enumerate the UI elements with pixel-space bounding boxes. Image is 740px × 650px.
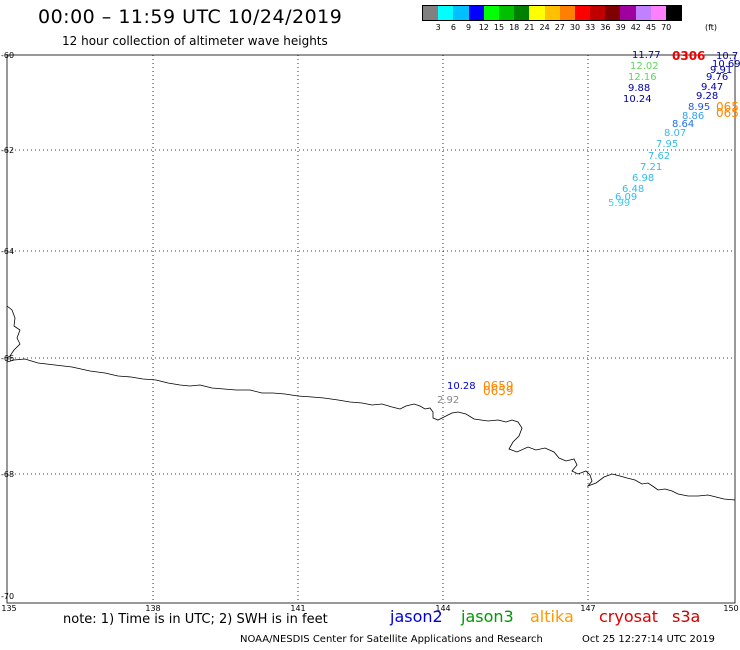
lon-label: 144: [435, 604, 451, 613]
wave-reading-jason2: 7.95: [656, 139, 679, 150]
lat-label: -68: [1, 470, 15, 479]
color-scale-label: 9: [466, 23, 472, 32]
wave-reading-jason2: 9.88: [628, 83, 651, 94]
color-scale-label: 18: [509, 23, 520, 32]
scale-unit: (ft): [705, 23, 718, 32]
lat-label: -66: [1, 354, 15, 363]
wave-reading-gray: 2.92: [437, 395, 460, 406]
legend-altika: altika: [530, 607, 574, 626]
color-swatch: [529, 6, 545, 20]
color-swatch: [483, 6, 499, 20]
wave-reading-jason2: 6.98: [632, 173, 655, 184]
color-swatch: [498, 6, 515, 20]
wave-reading-jason2: 7.21: [640, 162, 663, 173]
legend-cryosat: cryosat: [599, 607, 659, 626]
wave-reading-jason2: 10.24: [623, 94, 652, 105]
map-frame: [6, 54, 736, 604]
wave-reading-altika: 0659: [483, 384, 514, 398]
color-scale-label: 39: [615, 23, 626, 32]
color-scale-label: 6: [450, 23, 456, 32]
wave-reading-jason2: 5.99: [608, 198, 631, 209]
color-swatch: [620, 6, 636, 20]
color-scale-label: 30: [569, 23, 581, 32]
generated-timestamp: Oct 25 12:27:14 UTC 2019: [582, 634, 715, 645]
color-swatch: [650, 6, 666, 20]
wave-reading-altika: 0659: [483, 379, 514, 393]
legend-jason3: jason3: [461, 607, 514, 626]
lon-label: 135: [1, 604, 17, 613]
wave-reading-jason2: 9.28: [696, 91, 719, 102]
color-scale-label: 45: [645, 23, 657, 32]
wave-reading-jason2: 8.95: [688, 102, 711, 113]
wave-reading-jason2: 10.28: [447, 381, 476, 392]
color-swatch: [559, 6, 575, 20]
color-scale-label: 15: [493, 23, 505, 32]
wave-reading-jason2: 10.69: [712, 59, 740, 70]
color-scale-label: 33: [585, 23, 596, 32]
wave-reading-jason3: 12.02: [630, 61, 659, 72]
color-swatch: [468, 6, 484, 20]
wave-reading-jason2: 9.91: [710, 65, 733, 76]
color-swatch: [438, 6, 454, 20]
color-scale-label: 24: [539, 23, 550, 32]
wave-reading-jason2: 9.47: [701, 82, 724, 93]
wave-reading-altika: 0655: [716, 100, 740, 114]
lat-label: -70: [1, 592, 15, 601]
wave-reading-jason2: 8.86: [682, 111, 705, 122]
color-scale-label: 21: [524, 23, 535, 32]
color-scale-label: 36: [600, 23, 611, 32]
wave-reading-cryosat: 0306: [672, 49, 706, 63]
color-scale-label: 42: [630, 23, 641, 32]
wave-reading-jason2: 6.09: [615, 192, 638, 203]
color-scale-label: 27: [554, 23, 565, 32]
coastline-west: [6, 305, 21, 359]
color-swatch: [635, 6, 651, 20]
lon-label: 141: [290, 604, 306, 613]
antarctic-coastline: [6, 358, 736, 501]
wave-reading-altika: 0655: [716, 106, 740, 120]
lat-label: -64: [1, 247, 15, 256]
lon-label: 147: [580, 604, 596, 613]
color-swatch: [423, 6, 439, 20]
color-swatch: [574, 6, 591, 20]
page-subtitle: 12 hour collection of altimeter wave hei…: [62, 34, 328, 48]
wave-reading-jason2: 10.7: [716, 51, 739, 62]
wave-reading-jason2: 8.64: [672, 119, 695, 130]
lon-label: 138: [145, 604, 161, 613]
lon-label: 150: [723, 604, 739, 613]
wave-reading-jason2: 11.77: [632, 50, 661, 61]
lat-label: -62: [1, 146, 15, 155]
wave-reading-jason2: 9.76: [706, 72, 729, 83]
wave-reading-jason3: 12.16: [628, 72, 657, 83]
credit-line: NOAA/NESDIS Center for Satellite Applica…: [240, 634, 543, 645]
wave-height-color-scale: [422, 5, 683, 21]
color-swatch: [514, 6, 530, 20]
wave-reading-jason2: 6.48: [622, 184, 645, 195]
wave-reading-jason2: 8.07: [664, 128, 687, 139]
color-swatch: [453, 6, 469, 20]
wave-reading-jason2: 7.62: [648, 151, 671, 162]
color-scale-label: 3: [435, 23, 441, 32]
color-swatch: [666, 6, 682, 20]
legend-s3a: s3a: [672, 607, 701, 626]
lat-label: -60: [1, 51, 15, 60]
page-title: 00:00 – 11:59 UTC 10/24/2019: [38, 6, 343, 28]
footnote: note: 1) Time is in UTC; 2) SWH is in fe…: [63, 612, 328, 627]
color-scale-label: 70: [661, 23, 672, 32]
legend-jason2: jason2: [390, 607, 443, 626]
color-scale-label: 12: [478, 23, 489, 32]
color-swatch: [590, 6, 606, 20]
color-swatch: [605, 6, 621, 20]
color-swatch: [544, 6, 560, 20]
